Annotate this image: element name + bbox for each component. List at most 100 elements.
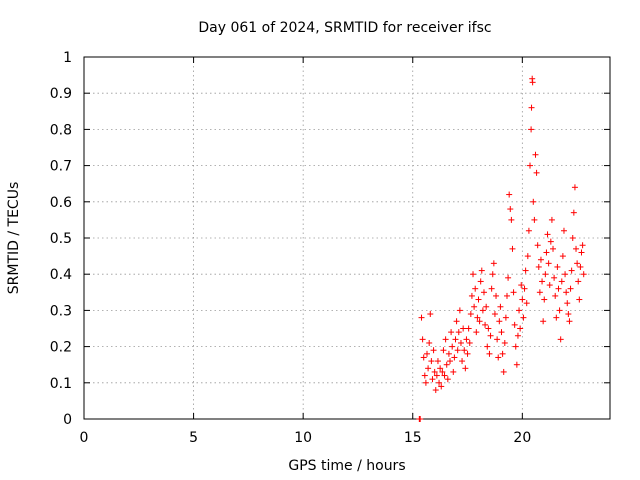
data-point — [535, 263, 542, 270]
data-point — [576, 296, 583, 303]
data-point — [559, 253, 566, 260]
data-point — [489, 271, 496, 278]
data-point — [442, 336, 449, 343]
data-point — [471, 303, 478, 310]
x-tick-label: 5 — [189, 430, 198, 446]
x-axis-label: GPS time / hours — [288, 458, 405, 474]
data-point — [542, 271, 549, 278]
data-point — [468, 292, 475, 299]
data-point — [528, 126, 535, 133]
data-point — [536, 289, 543, 296]
data-point — [463, 336, 470, 343]
data-point — [532, 151, 539, 158]
data-point — [485, 325, 492, 332]
data-point — [475, 296, 482, 303]
data-point — [436, 379, 443, 386]
x-tick-label: 0 — [80, 430, 89, 446]
data-point — [568, 267, 575, 274]
data-point — [551, 274, 558, 281]
data-point — [484, 343, 491, 350]
data-point — [450, 368, 457, 375]
data-point — [501, 339, 508, 346]
data-point — [502, 314, 509, 321]
data-point — [577, 263, 584, 270]
data-point — [439, 368, 446, 375]
data-point — [517, 325, 524, 332]
data-point — [530, 198, 537, 205]
data-point — [560, 227, 567, 234]
data-point — [505, 274, 512, 281]
data-point — [520, 314, 527, 321]
data-point — [430, 347, 437, 354]
data-point — [478, 267, 485, 274]
data-point — [418, 314, 425, 321]
data-point — [421, 372, 428, 379]
data-point — [575, 278, 582, 285]
y-tick-label: 1 — [63, 50, 72, 66]
data-point — [507, 206, 514, 213]
data-point — [443, 361, 450, 368]
data-point — [566, 318, 573, 325]
data-point — [447, 358, 454, 365]
data-point — [464, 350, 471, 357]
chart-title: Day 061 of 2024, SRMTID for receiver ifs… — [198, 20, 491, 36]
data-point — [528, 104, 535, 111]
data-point — [459, 358, 466, 365]
data-point — [558, 278, 565, 285]
data-point — [555, 285, 562, 292]
data-point — [461, 347, 468, 354]
data-point — [429, 376, 436, 383]
data-point — [496, 318, 503, 325]
data-point — [479, 307, 486, 314]
data-point — [513, 361, 520, 368]
data-point — [557, 336, 564, 343]
data-point — [569, 235, 576, 241]
data-point — [550, 245, 557, 252]
data-point — [480, 289, 487, 296]
data-point — [543, 249, 550, 256]
data-point — [539, 278, 546, 285]
y-tick-label: 0.9 — [50, 86, 72, 102]
data-point — [477, 278, 484, 285]
grid-lines — [84, 57, 610, 419]
x-tick-label: 15 — [404, 430, 422, 446]
data-point — [472, 285, 479, 292]
data-point — [445, 350, 452, 357]
data-point — [579, 242, 586, 249]
data-point — [573, 245, 580, 252]
y-tick-label: 0.1 — [50, 376, 72, 392]
data-point — [453, 318, 460, 325]
data-point — [427, 311, 434, 318]
data-point — [511, 321, 518, 328]
data-point — [476, 318, 483, 325]
data-point — [423, 350, 430, 357]
data-point — [417, 416, 424, 422]
data-point — [503, 292, 510, 299]
data-point — [510, 289, 517, 296]
plot-frame — [83, 56, 611, 420]
y-tick-label: 0 — [63, 412, 72, 428]
data-point — [434, 358, 441, 365]
data-point — [493, 292, 500, 299]
data-point — [578, 249, 585, 256]
data-point — [541, 296, 548, 303]
data-point — [537, 256, 544, 263]
data-point — [525, 227, 532, 234]
data-point — [570, 209, 577, 216]
data-point — [548, 216, 555, 223]
data-point — [483, 303, 490, 310]
data-point — [437, 365, 444, 372]
y-tick-label: 0.6 — [50, 195, 72, 211]
y-tick-label: 0.8 — [50, 122, 72, 138]
data-point — [490, 260, 497, 267]
data-point — [455, 329, 462, 336]
data-point — [509, 245, 516, 252]
y-tick-label: 0.7 — [50, 159, 72, 175]
data-point — [487, 332, 494, 339]
data-point — [508, 216, 515, 223]
data-point — [438, 383, 445, 390]
data-point — [523, 300, 530, 307]
data-point — [452, 336, 459, 343]
data-point — [433, 372, 440, 379]
